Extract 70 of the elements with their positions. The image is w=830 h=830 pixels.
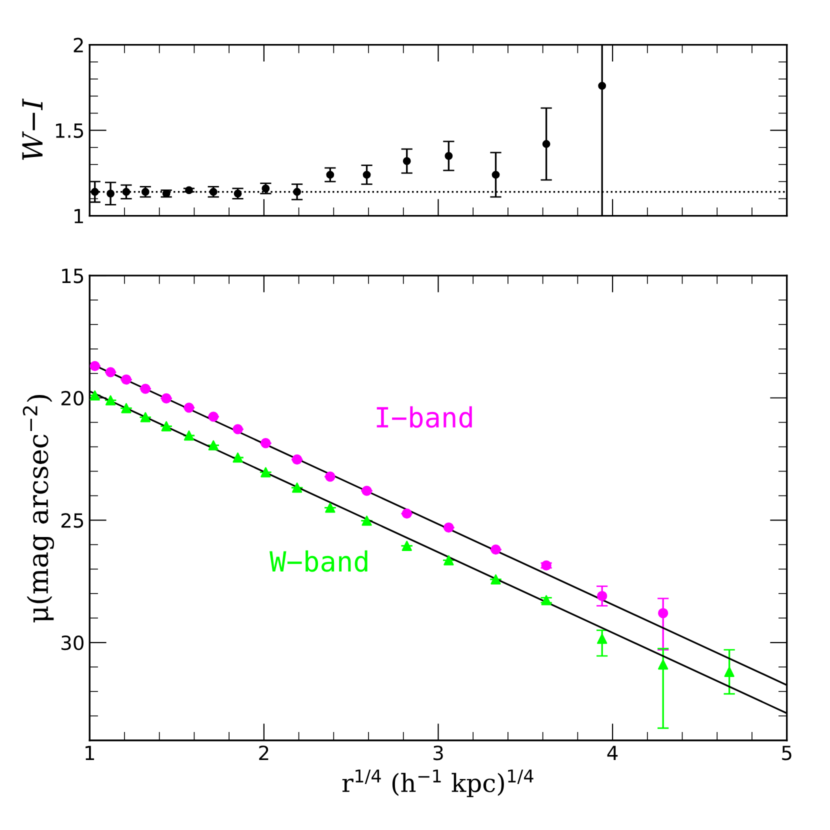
point bbox=[161, 393, 172, 404]
y-tick-label: 15 bbox=[62, 268, 84, 284]
point bbox=[140, 384, 151, 394]
point bbox=[292, 454, 302, 465]
point bbox=[444, 522, 454, 533]
point bbox=[90, 360, 100, 372]
point bbox=[724, 666, 734, 677]
point bbox=[658, 608, 668, 618]
point bbox=[596, 634, 608, 644]
point bbox=[402, 508, 412, 519]
point bbox=[326, 170, 334, 179]
point bbox=[402, 540, 412, 551]
y-tick-label: 1.5 bbox=[56, 124, 84, 138]
point bbox=[541, 595, 552, 606]
point bbox=[185, 186, 193, 194]
point bbox=[208, 440, 218, 450]
point bbox=[293, 188, 302, 196]
point bbox=[490, 544, 501, 555]
point bbox=[122, 188, 130, 196]
point bbox=[444, 152, 453, 160]
point bbox=[492, 170, 500, 179]
y-tick-label: 2 bbox=[74, 38, 83, 52]
point bbox=[292, 482, 302, 493]
x-tick-label: 3 bbox=[434, 746, 443, 760]
point bbox=[184, 402, 194, 413]
point bbox=[90, 188, 99, 196]
x-tick-label: 5 bbox=[782, 746, 792, 760]
point bbox=[140, 412, 151, 422]
point bbox=[106, 190, 115, 198]
x-axis-title: r$^{1/4}$ (h$^{−1}$ kpc)$^{1/4}$ bbox=[342, 770, 534, 798]
point bbox=[105, 367, 116, 378]
point bbox=[232, 424, 243, 434]
point bbox=[402, 157, 411, 166]
y-tick-label: 25 bbox=[61, 513, 84, 528]
point bbox=[598, 82, 606, 90]
point bbox=[234, 190, 242, 198]
point bbox=[208, 412, 218, 422]
y-tick-label: 1 bbox=[74, 209, 83, 224]
y-tick-label: 20 bbox=[61, 390, 84, 406]
point bbox=[121, 374, 132, 385]
point bbox=[325, 472, 336, 482]
x-tick-label: 1 bbox=[86, 746, 94, 760]
point bbox=[490, 574, 501, 584]
point bbox=[541, 560, 552, 571]
point bbox=[262, 184, 270, 192]
point bbox=[90, 390, 100, 401]
y-tick-label: 30 bbox=[62, 635, 84, 650]
point bbox=[596, 590, 608, 602]
x-tick-label: 2 bbox=[259, 746, 268, 760]
point bbox=[209, 188, 218, 196]
point bbox=[184, 430, 194, 441]
point bbox=[362, 516, 372, 526]
point bbox=[658, 659, 668, 670]
point bbox=[141, 188, 150, 196]
point bbox=[362, 170, 371, 179]
point bbox=[325, 502, 336, 513]
point bbox=[444, 555, 454, 566]
point bbox=[260, 438, 271, 448]
point bbox=[121, 403, 132, 414]
point bbox=[105, 395, 116, 406]
point bbox=[362, 486, 372, 496]
point bbox=[161, 421, 172, 432]
series-label: W−band bbox=[270, 550, 368, 572]
y-axis-title: μ(mag arcsec$^{−2}$) bbox=[22, 394, 54, 622]
point bbox=[232, 452, 243, 463]
x-tick-label: 4 bbox=[607, 746, 618, 760]
point bbox=[260, 467, 271, 478]
text: I−band bbox=[376, 406, 472, 428]
y-axis-title: W−I bbox=[22, 98, 43, 160]
point bbox=[542, 140, 550, 148]
